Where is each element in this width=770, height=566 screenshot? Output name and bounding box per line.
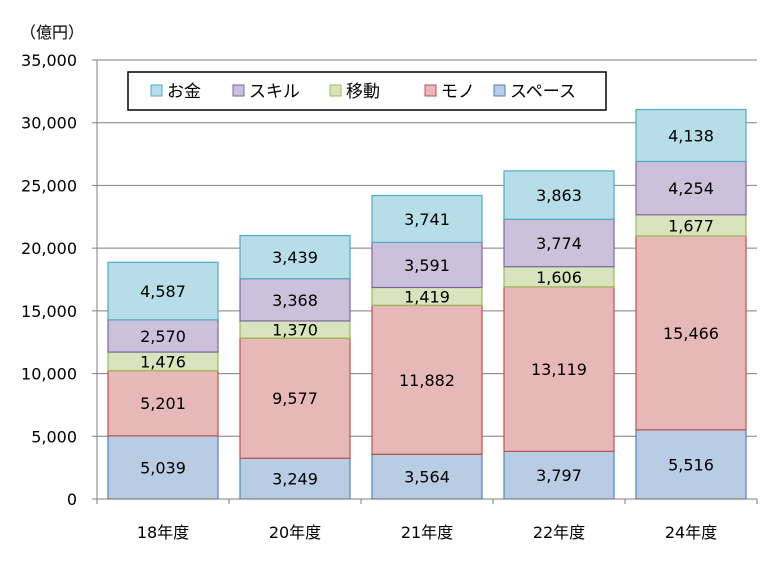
data-label: 11,882 xyxy=(399,371,455,390)
y-tick-label: 20,000 xyxy=(21,239,77,258)
bar-segment xyxy=(371,453,483,500)
legend: お金 スキル 移動 モノ スペース xyxy=(127,71,607,111)
bar-stacks: 5,039 5,201 1,476 2,570 4,587 3,249 9,577 1,370… xyxy=(107,108,747,500)
bar-segment xyxy=(239,278,351,322)
x-category-label: 22年度 xyxy=(533,523,585,542)
data-label: 5,201 xyxy=(140,394,186,413)
bar-segment xyxy=(635,235,747,431)
data-label: 1,606 xyxy=(536,268,582,287)
data-label: 3,774 xyxy=(536,234,582,253)
x-category-label: 21年度 xyxy=(401,523,453,542)
legend-swatch xyxy=(232,84,245,97)
data-label: 9,577 xyxy=(272,389,318,408)
data-label: 15,466 xyxy=(663,324,719,343)
data-label: 4,587 xyxy=(140,282,186,301)
data-label: 5,039 xyxy=(140,458,186,477)
bar-segment xyxy=(635,108,747,163)
data-label: 3,368 xyxy=(272,291,318,310)
bar-segment xyxy=(107,261,219,321)
data-label: 4,254 xyxy=(668,179,714,198)
data-label: 3,249 xyxy=(272,470,318,489)
bar-segment xyxy=(239,234,351,280)
bar-segment xyxy=(371,194,483,244)
y-tick-label: 15,000 xyxy=(21,302,77,321)
x-category-label: 24年度 xyxy=(665,523,717,542)
y-tick-label: 10,000 xyxy=(21,365,77,384)
data-label: 4,138 xyxy=(668,126,714,145)
bar-segment xyxy=(239,337,351,459)
legend-label: スキル xyxy=(249,82,300,102)
y-unit-label: （億円） xyxy=(20,23,84,42)
y-tick-label: 25,000 xyxy=(21,176,77,195)
bar-segment xyxy=(503,218,615,268)
bar-segment xyxy=(503,170,615,220)
bar-segment xyxy=(239,457,351,500)
x-category-label: 20年度 xyxy=(269,523,321,542)
y-axis: 0 5,000 10,000 15,000 20,000 25,000 30,000 35,0… xyxy=(21,51,98,509)
bar-segment xyxy=(503,450,615,500)
data-label: 1,370 xyxy=(272,321,318,340)
data-label: 1,677 xyxy=(668,216,714,235)
bar-segment xyxy=(107,369,219,437)
data-label: 1,476 xyxy=(140,352,186,371)
bar-segment xyxy=(635,160,747,216)
data-label: 3,797 xyxy=(536,466,582,485)
legend-swatch xyxy=(493,84,506,97)
bar-segment xyxy=(371,241,483,289)
bar-segment xyxy=(503,286,615,452)
y-tick-label: 5,000 xyxy=(31,427,77,446)
data-label: 1,419 xyxy=(404,287,450,306)
bar-segment xyxy=(107,319,219,353)
data-label: 3,439 xyxy=(272,248,318,267)
bar-segment xyxy=(635,429,747,500)
data-label: 3,591 xyxy=(404,256,450,275)
legend-swatch xyxy=(150,84,163,97)
data-label: 3,741 xyxy=(404,210,450,229)
legend-box xyxy=(127,71,607,111)
y-tick-label: 35,000 xyxy=(21,51,77,70)
data-label: 3,863 xyxy=(536,186,582,205)
data-label: 3,564 xyxy=(404,468,450,487)
data-label: 5,516 xyxy=(668,455,714,474)
bar-segment xyxy=(371,304,483,455)
data-label: 13,119 xyxy=(531,360,587,379)
x-category-label: 18年度 xyxy=(137,523,189,542)
legend-label: お金 xyxy=(167,82,201,102)
y-tick-label: 0 xyxy=(67,490,77,509)
y-tick-label: 30,000 xyxy=(21,114,77,133)
legend-swatch xyxy=(424,84,437,97)
legend-label: モノ xyxy=(441,82,475,102)
x-axis: 18年度 20年度 21年度 22年度 24年度 xyxy=(96,498,758,542)
legend-label: 移動 xyxy=(346,82,380,102)
legend-swatch xyxy=(329,84,342,97)
legend-label: スペース xyxy=(510,82,576,102)
data-label: 2,570 xyxy=(140,327,186,346)
